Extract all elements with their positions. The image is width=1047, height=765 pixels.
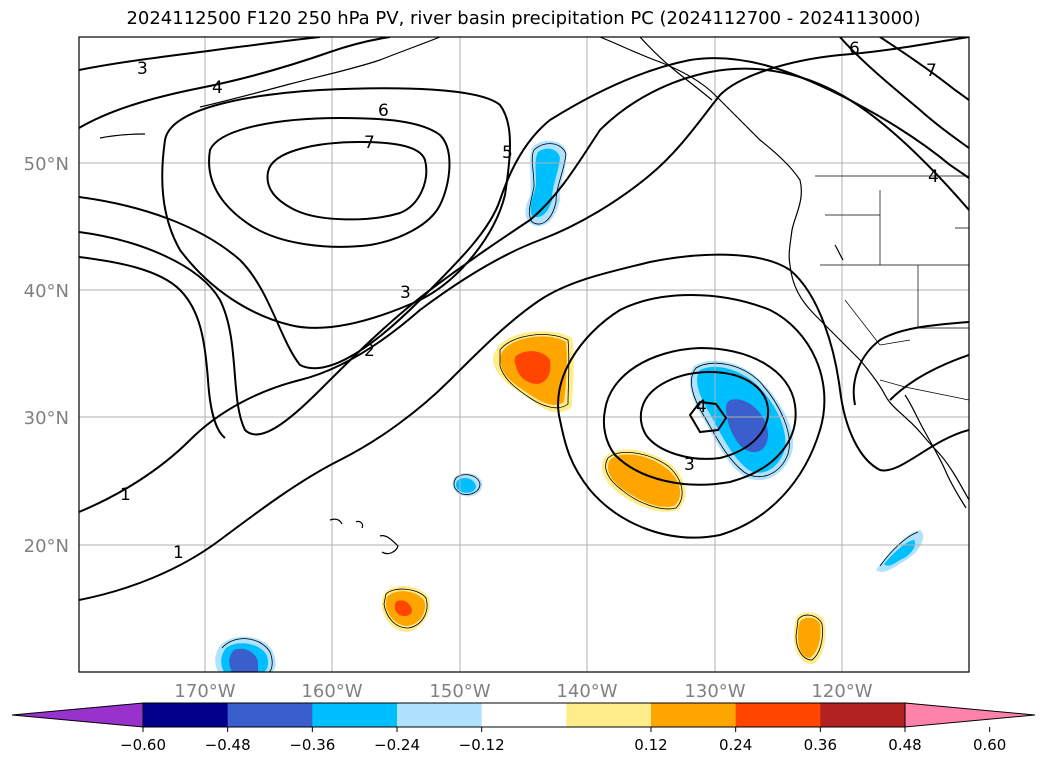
colorbar-tick-label: 0.12 [634,736,667,754]
colorbar-tick-label: −0.24 [374,736,420,754]
lon-labels: 170°W 160°W 150°W 140°W 130°W 120°W [174,681,872,702]
lon-label: 130°W [684,681,745,702]
lat-labels: 50°N 40°N 30°N 20°N [24,154,69,557]
colorbar-extend-high [904,702,1036,728]
colorbar-segment [227,703,313,727]
colorbar-tick-label: −0.48 [205,736,251,754]
lat-label: 20°N [24,536,69,557]
pv-contour-label-4: 4 [212,78,223,98]
lon-label: 160°W [301,681,362,702]
pv-contour-label-2: 2 [364,341,375,361]
colorbar-segment [735,703,821,727]
pv-contour-label-5: 5 [502,143,513,163]
map-panel: 3 4 6 7 5 3 2 1 1 4 3 6 7 4 [79,37,969,672]
map-title: 2024112500 F120 250 hPa PV, river basin … [126,8,921,29]
colorbar-segment [566,703,652,727]
colorbar-frame [142,702,906,728]
colorbar-tick-label: −0.60 [120,736,166,754]
pv-contour-label-6: 6 [849,39,860,59]
precip-positive-region [382,331,826,665]
pv-contour-label-7: 7 [364,133,375,153]
pv-contour-label-3: 3 [400,283,411,303]
coastlines [99,37,969,555]
colorbar-segments [11,702,1036,728]
pv-contour-labels: 3 4 6 7 5 3 2 1 1 4 3 6 7 4 [120,39,939,563]
pv-contour-label-1: 1 [173,543,184,563]
colorbar-extend-low [11,702,144,728]
colorbar-tick-label: 0.36 [804,736,837,754]
pv-contour-label-6: 6 [378,101,389,121]
colorbar-tick-label: −0.36 [289,736,335,754]
gridlines [79,37,969,672]
colorbar-segment [820,703,906,727]
colorbar-segment [651,703,737,727]
colorbar-tick-label: 0.60 [973,736,1006,754]
colorbar-tick-label: −0.12 [459,736,505,754]
pv-contours [79,37,969,601]
lat-label: 40°N [24,281,69,302]
colorbar-tick-label: 0.48 [888,736,921,754]
lon-label: 140°W [556,681,617,702]
colorbar-ticks: −0.60 −0.48 −0.36 −0.24 −0.12 0.12 0.24 0.36 0.4… [120,727,1006,754]
lon-label: 150°W [429,681,490,702]
pv-contour-label-7: 7 [926,61,937,81]
lat-label: 30°N [24,408,69,429]
lon-label: 170°W [174,681,235,702]
pv-contour-label-4: 4 [928,167,939,187]
colorbar-segment [481,703,567,727]
pv-contour-label-3: 3 [137,59,148,79]
precip-outlines [221,143,919,672]
pv-contour-label-3: 3 [684,455,695,475]
lon-label: 120°W [811,681,872,702]
colorbar-segment [312,703,398,727]
colorbar-segment [397,703,483,727]
colorbar-tick-label: 0.24 [719,736,752,754]
map-frame [78,36,970,673]
colorbar: −0.60 −0.48 −0.36 −0.24 −0.12 0.12 0.24 0.36 0.4… [11,702,1036,754]
colorbar-segment [143,703,229,727]
lat-label: 50°N [24,154,69,175]
pv-contour-label-4: 4 [696,397,707,417]
pv-contour-label-1: 1 [120,485,131,505]
